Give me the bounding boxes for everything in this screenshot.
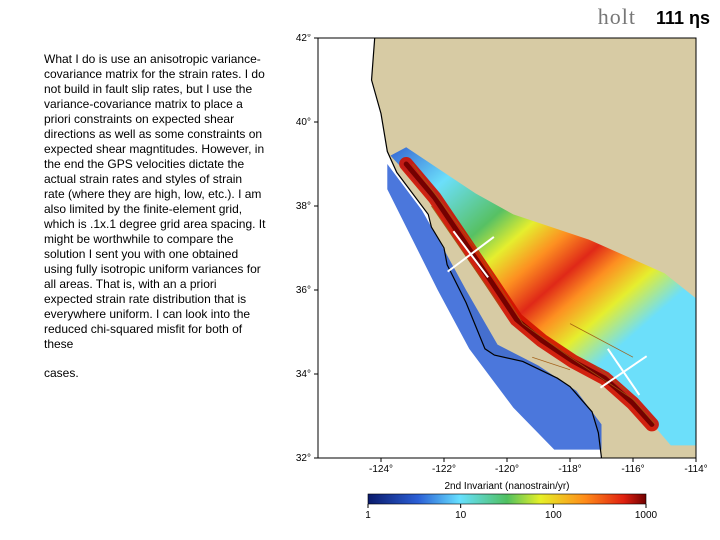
description-text: What I do is use an anisotropic variance… xyxy=(44,52,266,395)
svg-text:-118°: -118° xyxy=(558,464,581,475)
brand-label: holt xyxy=(598,4,636,30)
svg-text:-116°: -116° xyxy=(621,464,644,475)
svg-text:38°: 38° xyxy=(296,201,311,212)
svg-text:100: 100 xyxy=(545,510,562,521)
svg-text:-124°: -124° xyxy=(369,464,393,475)
svg-text:32°: 32° xyxy=(296,453,311,464)
svg-text:-120°: -120° xyxy=(495,464,519,475)
count-label: 111 ηs xyxy=(656,8,710,29)
svg-text:10: 10 xyxy=(455,510,467,521)
svg-text:36°: 36° xyxy=(296,285,311,296)
svg-text:1000: 1000 xyxy=(635,510,658,521)
svg-text:42°: 42° xyxy=(296,34,311,44)
strain-rate-map: 32° 34° 36° 38° 40° 42° -124° -122° -120° -118° -1… xyxy=(288,34,708,526)
map-svg: 32° 34° 36° 38° 40° 42° -124° -122° -120° -118° -1… xyxy=(288,34,708,526)
svg-text:-122°: -122° xyxy=(432,464,456,475)
svg-text:-114°: -114° xyxy=(684,464,707,475)
paragraph-1: What I do is use an anisotropic variance… xyxy=(44,52,266,352)
paragraph-2: cases. xyxy=(44,366,266,381)
svg-text:2nd Invariant (nanostrain/yr): 2nd Invariant (nanostrain/yr) xyxy=(444,481,569,492)
svg-text:34°: 34° xyxy=(296,369,311,380)
svg-text:1: 1 xyxy=(365,510,371,521)
svg-text:40°: 40° xyxy=(296,117,311,128)
